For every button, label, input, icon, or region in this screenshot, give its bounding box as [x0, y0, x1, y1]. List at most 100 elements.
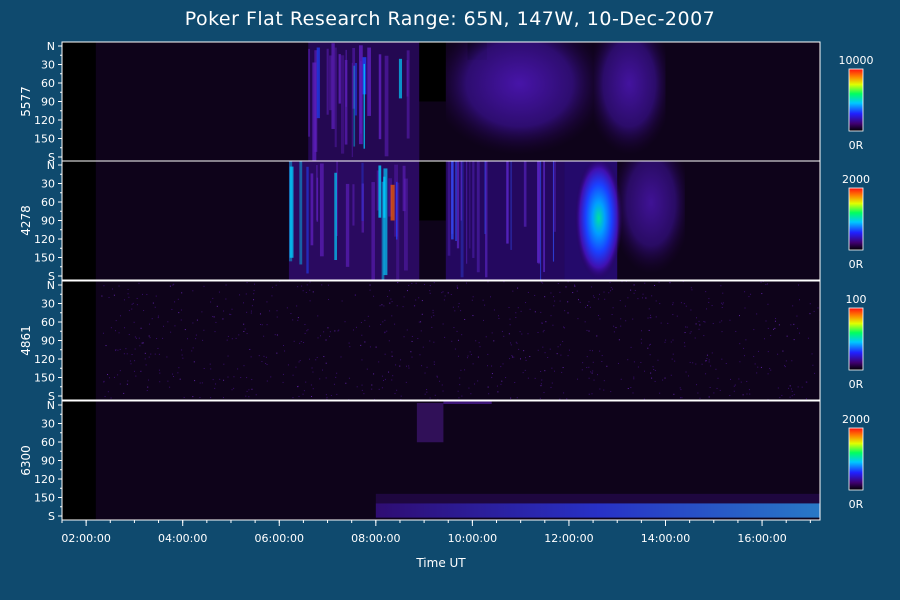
noise-pixel [119, 383, 121, 385]
noise-pixel [117, 349, 119, 351]
x-tick-label: 16:00:00 [737, 532, 786, 545]
noise-pixel [541, 322, 543, 324]
noise-pixel [210, 397, 212, 399]
noise-pixel [592, 350, 594, 352]
noise-pixel [556, 353, 558, 355]
diffuse-emission [593, 42, 666, 161]
noise-pixel [119, 370, 121, 372]
noise-pixel [426, 389, 428, 391]
y-tick-label: S [48, 390, 55, 403]
aurora-arc [367, 47, 371, 116]
noise-pixel [601, 360, 603, 362]
noise-pixel [436, 375, 438, 377]
noise-pixel [676, 315, 678, 317]
aurora-streak [456, 161, 460, 249]
noise-pixel [640, 338, 642, 340]
noise-pixel [210, 301, 212, 303]
noise-pixel [567, 301, 569, 303]
noise-pixel [149, 337, 151, 339]
noise-pixel [487, 353, 489, 355]
noise-pixel [111, 288, 113, 290]
y-tick-label: N [47, 159, 55, 172]
noise-pixel [222, 397, 224, 399]
noise-pixel [477, 380, 479, 382]
noise-pixel [134, 336, 136, 338]
noise-pixel [612, 288, 614, 290]
noise-pixel [654, 380, 656, 382]
noise-pixel [491, 365, 493, 367]
noise-pixel [517, 287, 519, 289]
noise-pixel [796, 315, 798, 317]
aurora-arc [396, 181, 398, 240]
noise-pixel [592, 295, 594, 297]
noise-pixel [748, 296, 750, 298]
noise-pixel [134, 360, 136, 362]
noise-pixel [470, 354, 472, 356]
noise-pixel [309, 300, 311, 302]
noise-pixel [627, 388, 629, 390]
noise-pixel [456, 287, 458, 289]
noise-pixel [105, 345, 107, 347]
noise-pixel [341, 300, 343, 302]
noise-pixel [426, 366, 428, 368]
noise-pixel [127, 288, 129, 290]
noise-pixel [599, 388, 601, 390]
noise-pixel [397, 282, 399, 284]
noise-pixel [229, 313, 231, 315]
noise-pixel [421, 365, 423, 367]
noise-pixel [253, 293, 255, 295]
noise-pixel [192, 322, 194, 324]
noise-pixel [764, 338, 766, 340]
wavelength-label: 4861 [19, 325, 33, 356]
emission-line [443, 401, 492, 404]
noise-pixel [529, 355, 531, 357]
noise-pixel [162, 337, 164, 339]
noise-pixel [739, 361, 741, 363]
noise-pixel [767, 303, 769, 305]
noise-pixel [534, 377, 536, 379]
noise-pixel [269, 310, 271, 312]
noise-pixel [749, 393, 751, 395]
noise-pixel [135, 337, 137, 339]
noise-pixel [490, 296, 492, 298]
noise-pixel [730, 378, 732, 380]
noise-pixel [402, 306, 404, 308]
noise-pixel [155, 295, 157, 297]
noise-pixel [458, 397, 460, 399]
aurora-arc [340, 55, 345, 154]
noise-pixel [692, 362, 694, 364]
noise-pixel [286, 307, 288, 309]
aurora-arc [363, 63, 365, 149]
noise-pixel [316, 357, 318, 359]
noise-pixel [399, 365, 401, 367]
noise-pixel [589, 349, 591, 351]
noise-pixel [729, 394, 731, 396]
noise-pixel [266, 364, 268, 366]
noise-pixel [674, 360, 676, 362]
noise-pixel [733, 390, 735, 392]
noise-pixel [651, 295, 653, 297]
noise-pixel [561, 371, 563, 373]
noise-pixel [400, 359, 402, 361]
noise-pixel [420, 330, 422, 332]
noise-pixel [400, 398, 402, 400]
noise-pixel [453, 327, 455, 329]
noise-pixel [248, 389, 250, 391]
noise-pixel [180, 309, 182, 311]
aurora-arc [398, 58, 403, 99]
noise-pixel [655, 300, 657, 302]
noise-pixel [144, 352, 146, 354]
noise-pixel [488, 393, 490, 395]
aurora-arc [383, 168, 388, 276]
noise-pixel [296, 305, 298, 307]
noise-pixel [542, 282, 544, 284]
noise-pixel [373, 373, 375, 375]
noise-pixel [139, 345, 141, 347]
noise-pixel [721, 358, 723, 360]
noise-pixel [183, 396, 185, 398]
noise-pixel [684, 332, 686, 334]
noise-pixel [793, 323, 795, 325]
noise-pixel [325, 362, 327, 364]
noise-pixel [384, 331, 386, 333]
noise-pixel [612, 307, 614, 309]
